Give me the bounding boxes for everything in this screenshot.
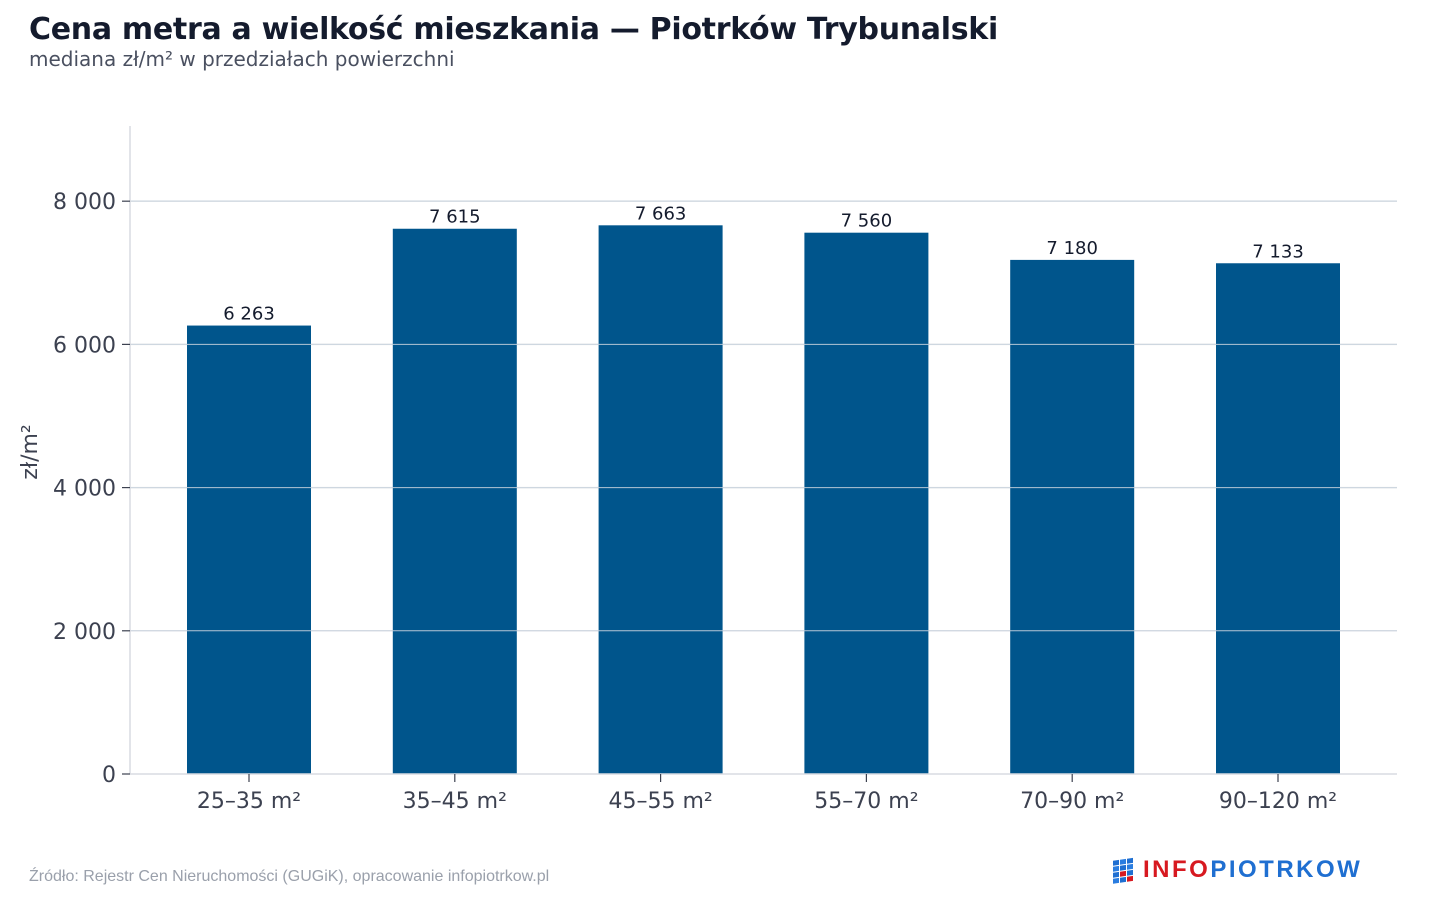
x-tick-label: 90–120 m² — [1219, 789, 1337, 814]
logo-text: INFOPIOTRKOW — [1143, 856, 1362, 884]
value-label: 7 180 — [1046, 238, 1098, 259]
y-tick-label: 0 — [102, 763, 116, 788]
x-tick-label: 55–70 m² — [814, 789, 918, 814]
x-tick-label: 25–35 m² — [197, 789, 301, 814]
bar-2 — [392, 228, 517, 775]
logo-text-info: INFO — [1143, 856, 1211, 883]
bar-4 — [804, 232, 929, 775]
value-label: 7 615 — [429, 207, 481, 228]
value-label: 7 560 — [841, 211, 893, 232]
bar-1 — [187, 325, 311, 774]
bar-3 — [598, 225, 723, 775]
y-tick-label: 8 000 — [53, 190, 116, 215]
x-tick-label: 45–55 m² — [608, 789, 712, 814]
x-tick-label: 35–45 m² — [403, 789, 507, 814]
bar-6 — [1216, 263, 1340, 774]
y-tick-label: 6 000 — [53, 333, 116, 358]
logo-grid-icon — [1113, 857, 1133, 884]
value-label: 6 263 — [223, 304, 275, 325]
y-tick-label: 4 000 — [53, 477, 116, 502]
logo-text-piotrkow: PIOTRKOW — [1210, 856, 1363, 883]
bar-5 — [1010, 259, 1135, 774]
chart-title: Cena metra a wielkość mieszkania — Piotr… — [29, 12, 998, 47]
source-note: Źródło: Rejestr Cen Nieruchomości (GUGiK… — [29, 868, 550, 885]
x-tick-label: 70–90 m² — [1020, 789, 1124, 814]
y-tick-label: 2 000 — [53, 620, 116, 645]
value-label: 7 133 — [1252, 241, 1304, 262]
chart-subtitle: mediana zł/m² w przedziałach powierzchni — [29, 47, 455, 71]
y-axis-label: zł/m² — [18, 424, 43, 479]
infopiotrkow-logo: INFOPIOTRKOW — [1111, 852, 1362, 888]
value-label: 7 663 — [635, 203, 687, 224]
